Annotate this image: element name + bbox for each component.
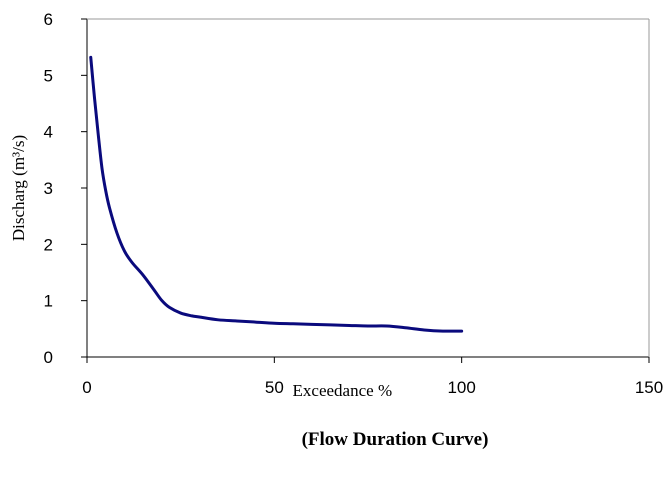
chart-title: (Flow Duration Curve) (302, 429, 489, 450)
x-tick-label: 50 (265, 378, 284, 397)
x-tick-label: 150 (635, 378, 663, 397)
y-tick-label: 0 (44, 348, 53, 367)
flow-duration-series-line (89, 55, 464, 333)
y-tick-label: 1 (44, 292, 53, 311)
x-axis-ticks: 0 50 100 150 (82, 357, 663, 397)
y-axis-title: Discharg (m³/s) (9, 135, 28, 241)
x-tick-label: 100 (447, 378, 475, 397)
series-layer (89, 55, 464, 333)
y-axis-ticks: 0 1 2 3 4 5 6 (44, 10, 87, 367)
plot-area: 0 50 100 150 0 1 2 3 4 5 6 (44, 10, 664, 397)
y-tick-label: 6 (44, 10, 53, 29)
y-tick-label: 4 (44, 123, 53, 142)
x-axis-title: Exceedance % (293, 381, 393, 400)
y-tick-label: 5 (44, 66, 53, 85)
y-tick-label: 2 (44, 235, 53, 254)
x-tick-label: 0 (82, 378, 91, 397)
y-tick-label: 3 (44, 179, 53, 198)
